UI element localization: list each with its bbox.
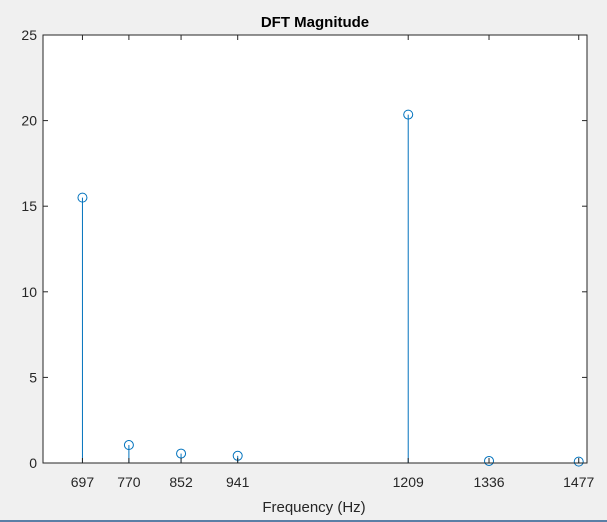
x-tick-label-1336: 1336 xyxy=(473,474,504,490)
y-tick-label-10: 10 xyxy=(21,284,37,300)
x-tick-label-941: 941 xyxy=(226,474,250,490)
plot-area xyxy=(43,35,587,463)
x-tick-label-1209: 1209 xyxy=(393,474,424,490)
y-tick-label-15: 15 xyxy=(21,198,37,214)
x-tick-label-852: 852 xyxy=(169,474,193,490)
x-tick-label-770: 770 xyxy=(117,474,141,490)
x-tick-label-1477: 1477 xyxy=(563,474,594,490)
x-tick-label-697: 697 xyxy=(71,474,95,490)
y-tick-label-5: 5 xyxy=(29,369,37,385)
y-tick-label-20: 20 xyxy=(21,113,37,129)
y-tick-label-25: 25 xyxy=(21,27,37,43)
chart-title: DFT Magnitude xyxy=(261,14,369,31)
y-tick-label-0: 0 xyxy=(29,455,37,471)
x-axis-label: Frequency (Hz) xyxy=(262,499,365,516)
